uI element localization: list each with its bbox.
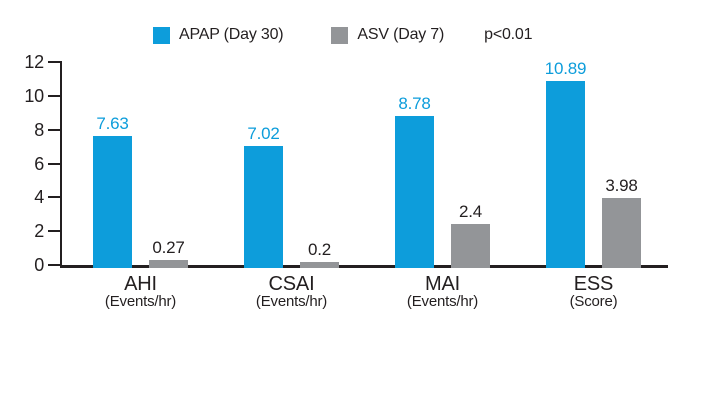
category-label: CSAI (Events/hr) bbox=[244, 274, 339, 310]
y-tick bbox=[48, 61, 60, 63]
category-unit: (Score) bbox=[569, 293, 618, 310]
bar-group-csai: 7.02 0.2 CSAI (Events/hr) bbox=[244, 0, 339, 310]
bar-apap-ess bbox=[546, 80, 585, 268]
y-tick-label: 10 bbox=[24, 85, 44, 106]
bar-value-label: 3.98 bbox=[605, 175, 638, 195]
legend-label-asv: ASV (Day 7) bbox=[357, 26, 445, 43]
legend-label-apap: APAP (Day 30) bbox=[179, 26, 284, 43]
y-tick-label: 8 bbox=[34, 119, 44, 140]
bar-asv-ahi bbox=[149, 260, 188, 268]
bar-apap-ahi bbox=[93, 135, 132, 268]
category-name: AHI bbox=[124, 273, 157, 295]
legend-swatch-apap bbox=[153, 26, 170, 44]
y-tick-label: 6 bbox=[34, 153, 44, 174]
category-label: MAI (Events/hr) bbox=[395, 274, 490, 310]
y-tick bbox=[48, 162, 60, 165]
y-tick bbox=[48, 230, 60, 233]
category-unit: (Events/hr) bbox=[255, 293, 328, 310]
y-tick-label: 12 bbox=[24, 52, 44, 72]
bar-value-label: 7.02 bbox=[247, 124, 280, 144]
y-tick bbox=[48, 94, 60, 97]
category-name: ESS bbox=[573, 273, 614, 295]
category-label: AHI (Events/hr) bbox=[93, 274, 188, 310]
bar-value-label: 2.4 bbox=[458, 202, 483, 222]
x-axis bbox=[60, 265, 668, 268]
bar-asv-mai bbox=[451, 224, 490, 268]
bar-apap-csai bbox=[244, 146, 283, 268]
y-axis bbox=[60, 61, 62, 268]
category-name: MAI bbox=[425, 273, 460, 295]
bar-value-label: 0.2 bbox=[307, 239, 332, 259]
y-tick-label: 2 bbox=[34, 221, 44, 242]
category-unit: (Events/hr) bbox=[104, 293, 177, 310]
p-value-annotation: p<0.01 bbox=[484, 26, 533, 43]
bar-value-label: 8.78 bbox=[398, 94, 431, 114]
y-tick-label: 0 bbox=[34, 255, 44, 275]
bar-apap-mai bbox=[395, 116, 434, 268]
y-tick bbox=[48, 264, 60, 266]
category-name: CSAI bbox=[268, 273, 315, 295]
bar-value-label: 10.89 bbox=[544, 58, 587, 78]
y-tick-label: 4 bbox=[34, 187, 44, 208]
y-tick bbox=[48, 196, 60, 199]
bar-group-mai: 8.78 2.4 MAI (Events/hr) bbox=[395, 0, 490, 310]
bar-asv-csai bbox=[300, 261, 339, 268]
y-tick bbox=[48, 128, 60, 131]
legend: APAP (Day 30) ASV (Day 7) p<0.01 bbox=[153, 26, 533, 44]
category-unit: (Events/hr) bbox=[406, 293, 479, 310]
bar-asv-ess bbox=[602, 197, 641, 268]
category-label: ESS (Score) bbox=[546, 274, 641, 310]
legend-swatch-asv bbox=[331, 26, 349, 44]
bar-value-label: 0.27 bbox=[152, 238, 185, 258]
bar-group-ahi: 7.63 0.27 AHI (Events/hr) bbox=[93, 0, 188, 310]
bar-value-label: 7.63 bbox=[96, 113, 129, 133]
bar-group-ess: 10.89 3.98 ESS (Score) bbox=[545, 0, 641, 310]
